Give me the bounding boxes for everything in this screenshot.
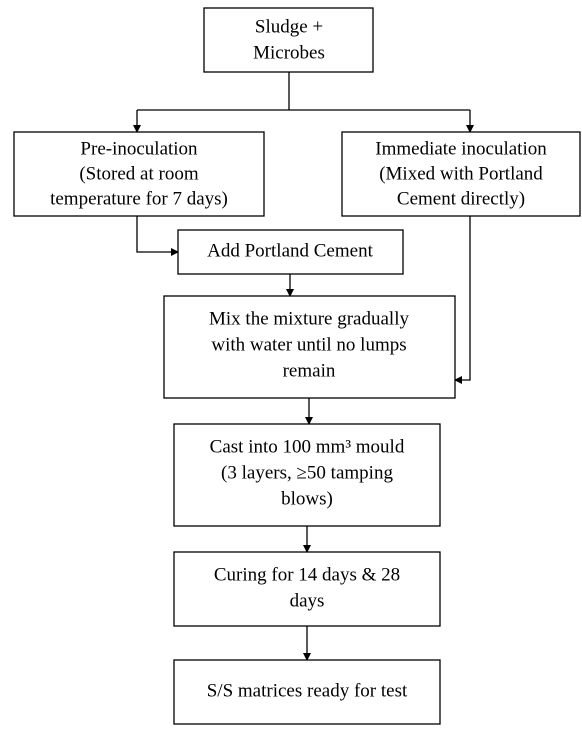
connectors: [133, 72, 474, 661]
node-text: Sludge +: [255, 16, 323, 37]
node-text: (Stored at room: [79, 163, 198, 184]
node-box: [13, 131, 265, 217]
node-text: Cement directly): [397, 188, 525, 209]
node-text: Cast into 100 mm³ mould: [210, 436, 405, 457]
arrow: [454, 216, 471, 384]
node-text: temperature for 7 days): [50, 188, 228, 209]
node-text: with water until no lumps: [211, 334, 406, 355]
node-text: Immediate inoculation: [375, 138, 547, 159]
node-text: blows): [281, 488, 333, 509]
node-text: (3 layers, ≥50 tamping: [221, 462, 393, 483]
node-text: Curing for 14 days & 28: [214, 564, 400, 585]
node-box: [203, 7, 374, 73]
node-box: [163, 295, 456, 399]
node-text: (Mixed with Portland: [379, 163, 543, 184]
node-text: days: [290, 590, 325, 611]
node-text: S/S matrices ready for test: [207, 680, 408, 701]
node-text: Mix the mixture gradually: [209, 308, 409, 329]
node-box: [341, 131, 581, 217]
node-box: [173, 659, 441, 725]
node-text: remain: [283, 360, 336, 381]
node-box: [173, 551, 441, 627]
node-text: Add Portland Cement: [207, 240, 373, 261]
node-text: Pre-inoculation: [80, 138, 198, 159]
node-box: [177, 229, 404, 275]
node-text: Microbes: [253, 42, 325, 63]
arrow: [136, 216, 179, 256]
node-box: [173, 423, 441, 527]
